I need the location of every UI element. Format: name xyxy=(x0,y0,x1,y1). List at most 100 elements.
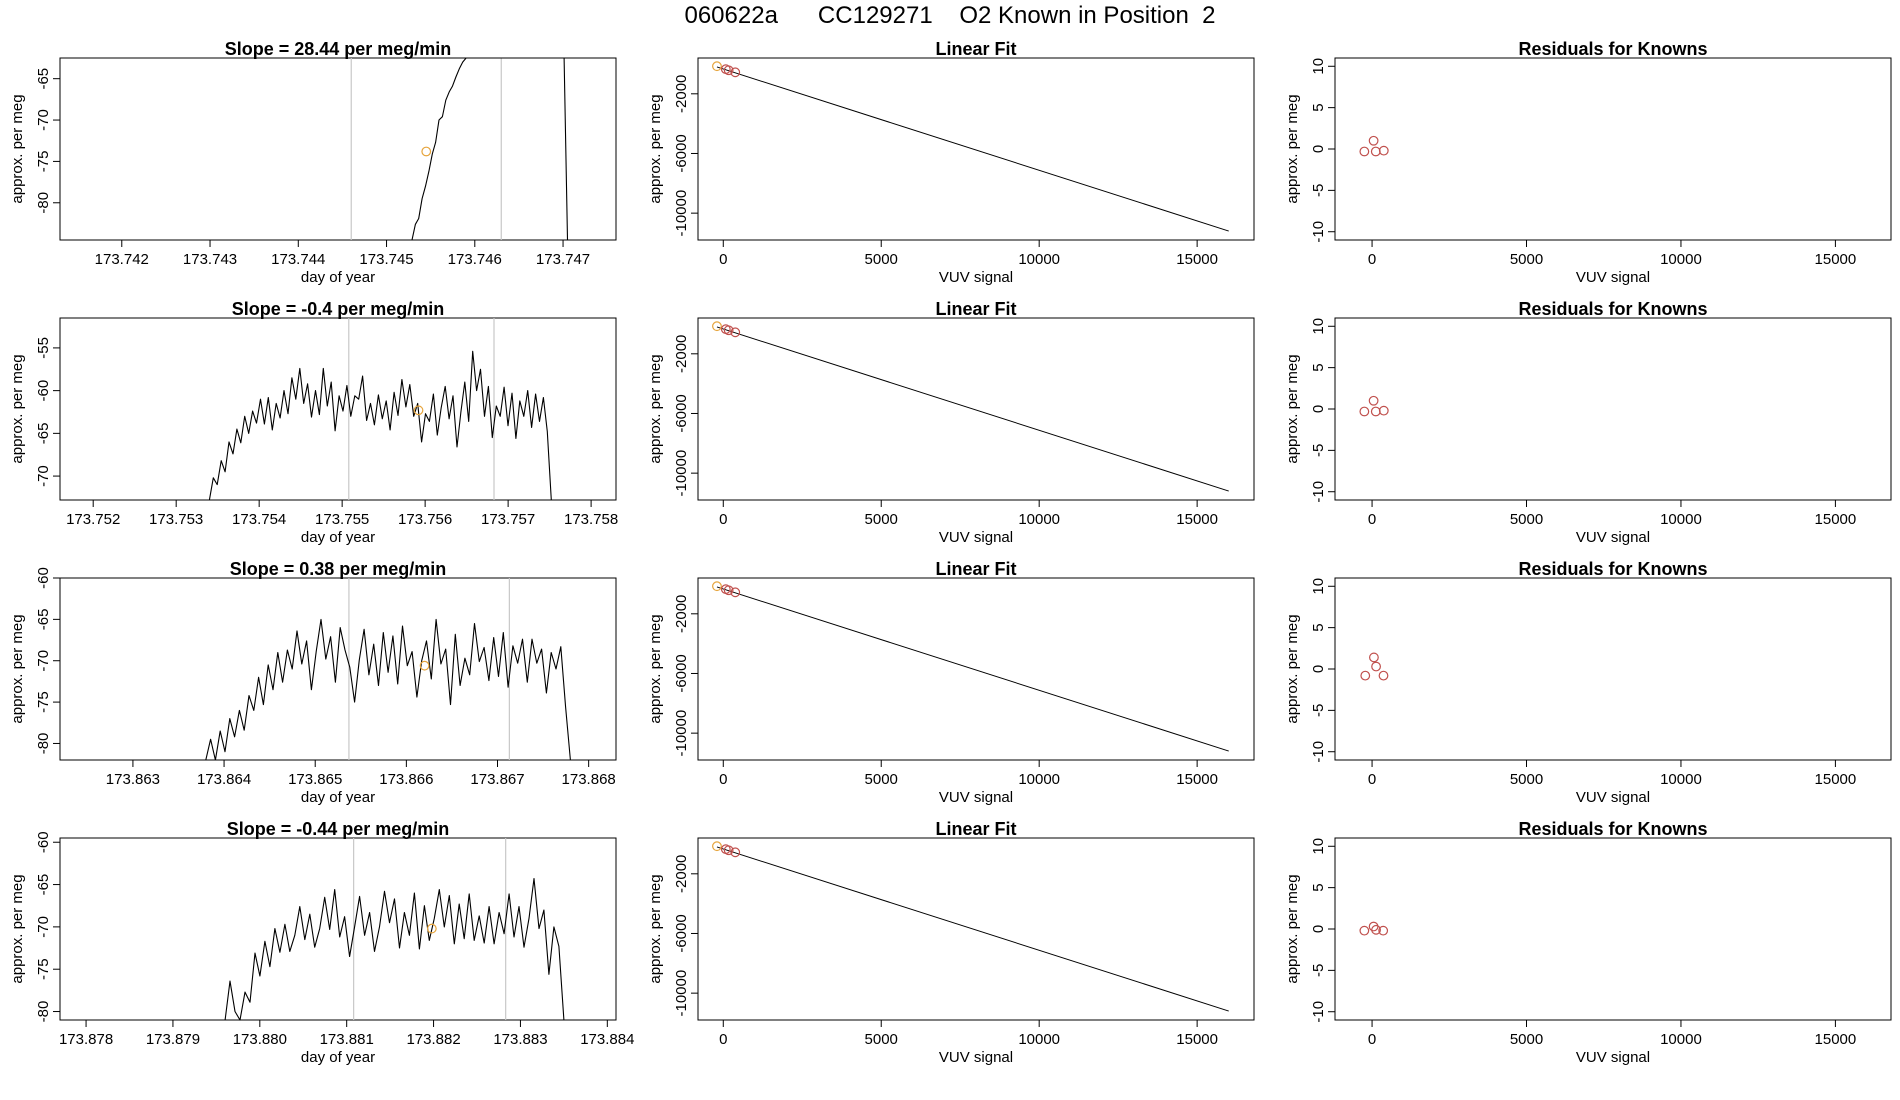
y-tick-label: -10 xyxy=(1310,221,1327,243)
plot-frame xyxy=(59,837,617,1021)
data-point xyxy=(413,405,424,416)
x-tick-label: 173.884 xyxy=(580,1031,634,1048)
x-tick-label: 15000 xyxy=(1176,511,1218,528)
plot-frame xyxy=(1334,577,1892,761)
plot-frame xyxy=(697,837,1255,1021)
x-tick-label: 173.744 xyxy=(271,251,325,268)
x-tick-label: 173.878 xyxy=(59,1031,113,1048)
y-tick-label: -10000 xyxy=(673,710,690,757)
y-tick-label: -70 xyxy=(35,916,52,938)
y-tick-label: -5 xyxy=(1310,704,1327,717)
y-tick-label: 10 xyxy=(1310,838,1327,855)
x-tick-label: 173.756 xyxy=(398,511,452,528)
x-tick-label: 10000 xyxy=(1018,1031,1060,1048)
y-tick-label: 0 xyxy=(1310,405,1327,413)
x-tick-label: 0 xyxy=(1368,771,1376,788)
x-tick-label: 173.747 xyxy=(536,251,590,268)
data-point xyxy=(730,847,741,858)
y-tick-label: -10000 xyxy=(673,190,690,237)
y-tick-label: -75 xyxy=(35,691,52,713)
x-tick-label: 0 xyxy=(719,251,727,268)
plot-frame xyxy=(1334,837,1892,1021)
series-line xyxy=(408,57,569,241)
y-axis-label: approx. per meg xyxy=(1284,614,1301,723)
x-tick-label: 0 xyxy=(1368,1031,1376,1048)
y-axis-label: approx. per meg xyxy=(647,614,664,723)
y-tick-label: -70 xyxy=(35,650,52,672)
chart-title: Slope = -0.44 per meg/min xyxy=(227,819,450,839)
x-tick-label: 5000 xyxy=(865,771,898,788)
x-tick-label: 15000 xyxy=(1815,771,1857,788)
chart-title: Residuals for Knowns xyxy=(1518,299,1707,319)
chart-title: Linear Fit xyxy=(935,819,1016,839)
y-tick-label: 0 xyxy=(1310,925,1327,933)
y-tick-label: -2000 xyxy=(673,75,690,113)
x-tick-label: 15000 xyxy=(1176,251,1218,268)
chart-title: Residuals for Knowns xyxy=(1518,559,1707,579)
x-tick-label: 15000 xyxy=(1176,771,1218,788)
plot-frame xyxy=(59,57,617,241)
data-point xyxy=(419,660,430,671)
x-tick-label: 0 xyxy=(719,771,727,788)
x-tick-label: 5000 xyxy=(865,251,898,268)
data-point xyxy=(1378,925,1389,936)
y-tick-label: 10 xyxy=(1310,578,1327,595)
y-axis-label: approx. per meg xyxy=(1284,94,1301,203)
plot-frame xyxy=(59,317,617,501)
chart-title: Slope = 28.44 per meg/min xyxy=(225,39,452,59)
x-tick-label: 5000 xyxy=(1510,1031,1543,1048)
data-point xyxy=(1368,921,1379,932)
x-tick-label: 173.745 xyxy=(359,251,413,268)
x-axis-label: day of year xyxy=(301,789,375,806)
x-tick-label: 173.866 xyxy=(379,771,433,788)
y-axis-label: approx. per meg xyxy=(647,874,664,983)
data-point xyxy=(1370,406,1381,417)
data-point xyxy=(1359,146,1370,157)
chart-title: Linear Fit xyxy=(935,39,1016,59)
x-tick-label: 173.881 xyxy=(320,1031,374,1048)
x-tick-label: 0 xyxy=(1368,511,1376,528)
chart-title: Slope = 0.38 per meg/min xyxy=(230,559,447,579)
data-point xyxy=(1370,146,1381,157)
y-tick-label: 5 xyxy=(1310,623,1327,631)
y-tick-label: -80 xyxy=(35,1001,52,1023)
x-tick-label: 15000 xyxy=(1815,511,1857,528)
y-tick-label: -6000 xyxy=(673,654,690,692)
plot-frame xyxy=(697,317,1255,501)
x-axis-label: day of year xyxy=(301,269,375,286)
data-point xyxy=(1378,405,1389,416)
x-tick-label: 5000 xyxy=(1510,251,1543,268)
y-axis-label: approx. per meg xyxy=(647,94,664,203)
y-tick-label: -65 xyxy=(35,423,52,445)
x-axis-label: VUV signal xyxy=(1576,269,1650,286)
series-line xyxy=(208,350,552,501)
x-tick-label: 5000 xyxy=(865,1031,898,1048)
data-point xyxy=(1371,924,1381,935)
y-tick-label: 5 xyxy=(1310,883,1327,891)
y-tick-label: 5 xyxy=(1310,363,1327,371)
chart-title: Linear Fit xyxy=(935,559,1016,579)
page-title: 060622a CC129271 O2 Known in Position 2 xyxy=(684,2,1216,29)
data-point xyxy=(1371,661,1381,672)
x-tick-label: 173.757 xyxy=(481,511,535,528)
x-tick-label: 173.864 xyxy=(197,771,251,788)
y-axis-label: approx. per meg xyxy=(9,614,26,723)
y-axis-label: approx. per meg xyxy=(9,874,26,983)
y-tick-label: 0 xyxy=(1310,145,1327,153)
x-tick-label: 15000 xyxy=(1815,1031,1857,1048)
y-tick-label: -10 xyxy=(1310,741,1327,763)
series-line xyxy=(224,878,565,1021)
plot-frame xyxy=(697,57,1255,241)
y-tick-label: -75 xyxy=(35,958,52,980)
plot-frame xyxy=(59,577,617,761)
y-axis-label: approx. per meg xyxy=(9,354,26,463)
data-point xyxy=(1378,670,1389,681)
data-point xyxy=(426,923,437,934)
x-tick-label: 15000 xyxy=(1815,251,1857,268)
y-tick-label: -70 xyxy=(35,465,52,487)
x-tick-label: 5000 xyxy=(1510,511,1543,528)
y-tick-label: -5 xyxy=(1310,184,1327,197)
x-tick-label: 10000 xyxy=(1018,771,1060,788)
x-axis-label: VUV signal xyxy=(939,1049,1013,1066)
